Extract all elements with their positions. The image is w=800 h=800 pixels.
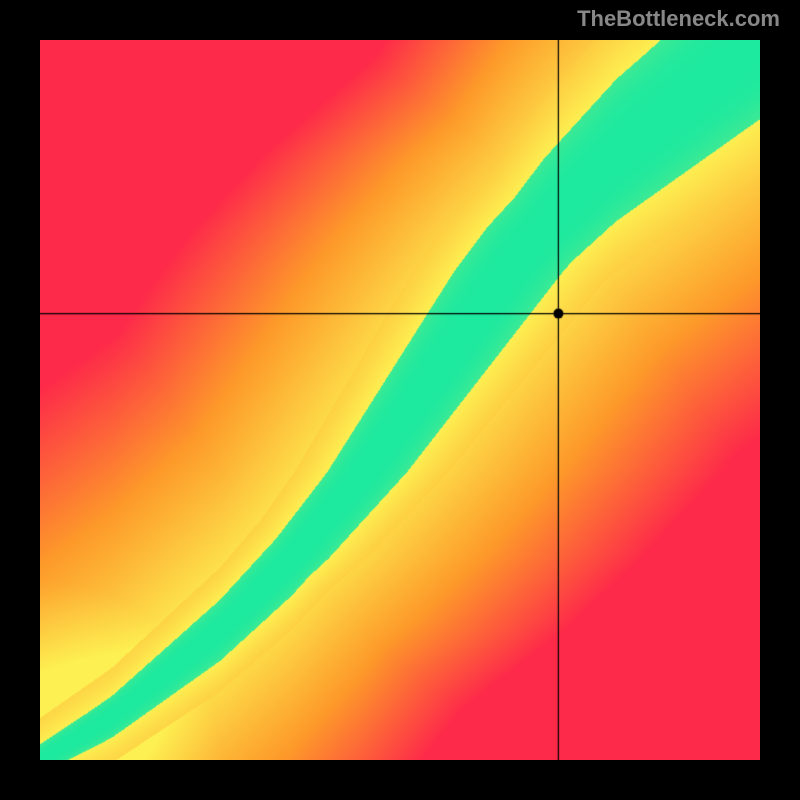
bottleneck-heatmap [40,40,760,760]
chart-container: { "watermark": { "text": "TheBottleneck.… [0,0,800,800]
watermark-text: TheBottleneck.com [577,6,780,32]
